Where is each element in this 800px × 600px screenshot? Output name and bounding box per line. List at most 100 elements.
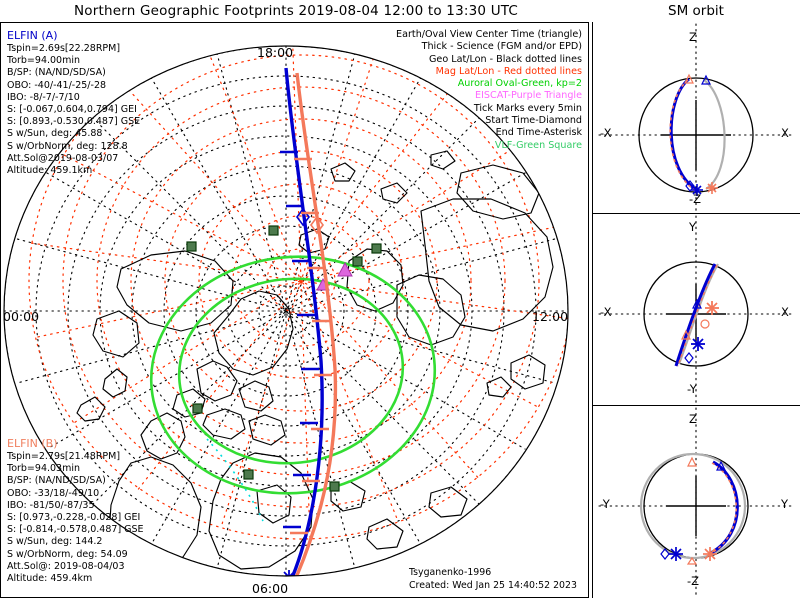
elfin-b-line: S: [-0.814,-0.578,0.487] GSE — [7, 524, 144, 536]
elfin-b-line: Torb=94.03min — [7, 463, 81, 475]
sm-xz-axis-right: X — [781, 126, 789, 140]
auroral-oval-rings — [149, 255, 437, 495]
elfin-a-line: Altitude: 459.1km — [7, 165, 93, 177]
elfin-b-start-diamond — [310, 215, 324, 235]
legend-item-geo-grid: Geo Lat/Lon - Black dotted lines — [428, 53, 582, 65]
elfin-b-line: Att.Sol@: 2019-08-04/03 — [7, 560, 125, 572]
sm-yz-elfin-b-orbit — [707, 462, 737, 556]
sm-xy-axis-right: X — [781, 305, 789, 319]
polar-map-graphic — [3, 45, 569, 577]
sm-xy-elfin-a-orbit — [674, 263, 717, 367]
elfin-a-line: S w/OrbNorm, deg: 128.8 — [7, 140, 128, 152]
sm-orbit-title: SM orbit — [668, 3, 724, 19]
sm-orbit-column: Z -Z -X X — [592, 22, 800, 598]
sm-xz-elfin-a-orbit — [669, 77, 698, 192]
elfin-a-line: IBO: -8/-7/-7/10 — [7, 91, 80, 103]
clock-label-bottom: 06:00 — [252, 581, 289, 596]
elfin-b-line: S w/Sun, deg: 144.2 — [7, 536, 103, 548]
legend-item-auroral-oval: Auroral Oval-Green, kp=2 — [457, 78, 582, 90]
sm-panel-xz[interactable]: Z -Z -X X — [593, 22, 800, 214]
map-footer: Tsyganenko-1996 Created: Wed Jan 25 14:4… — [409, 567, 577, 592]
elfin-a-tick-marks — [280, 150, 319, 529]
sm-xz-axis-top: Z — [689, 30, 697, 44]
footprint-map-panel[interactable]: 18:00 00:00 12:00 06:00 ELFIN (A) Tspin=… — [0, 22, 589, 598]
sm-xy-axis-left: -X — [600, 305, 612, 319]
elfin-b-line: OBO: -33/18/-49/10 — [7, 487, 100, 499]
sm-panel-xy[interactable]: Y -Y -X X — [593, 214, 800, 406]
mag-meridian-lines — [31, 46, 568, 540]
legend-item-start-time: Start Time-Diamond — [485, 115, 582, 127]
sm-xz-end-asterisk-b — [706, 182, 718, 194]
elfin-a-info-panel: ELFIN (A) Tspin=2.69s[22.28RPM] Torb=94.… — [7, 29, 140, 177]
sm-xz-elfin-b-orbit — [669, 79, 697, 192]
elfin-b-track — [289, 72, 338, 576]
field-model-label: Tsyganenko-1996 — [409, 567, 492, 579]
sm-yz-end-asterisk-b — [703, 547, 717, 561]
elfin-b-tick-marks — [290, 157, 332, 535]
sm-yz-axis-bottom: -Z — [687, 574, 700, 588]
legend-item-mag-grid: Mag Lat/Lon - Red dotted lines — [435, 65, 582, 77]
elfin-a-line: Att.Sol@2019-08-03/07 — [7, 152, 119, 164]
elfin-a-start-diamond — [296, 207, 310, 227]
created-timestamp: Created: Wed Jan 25 14:40:52 2023 — [409, 579, 577, 591]
elfin-a-line: S w/Sun, deg: 45.88 — [7, 128, 103, 140]
elfin-b-line: B/SP: (NA/ND/SD/SA) — [7, 475, 106, 487]
sm-xz-start-diamond-a — [685, 180, 695, 192]
legend-item-thick-science: Thick - Science (FGM and/or EPD) — [421, 41, 582, 53]
sm-xz-axis-bottom: -Z — [689, 192, 702, 206]
legend-item-vlf: VLF-Green Square — [494, 139, 582, 151]
sm-xy-axis-top: Y — [689, 220, 697, 234]
elfin-a-line: S: [-0.067,0.604,0.794] GEI — [7, 104, 137, 116]
sm-xy-start-diamond-a — [684, 352, 694, 364]
sm-yz-marker-b — [686, 556, 698, 565]
sm-yz-axis-right: Y — [781, 497, 789, 511]
page-title: Northern Geographic Footprints 2019-08-0… — [73, 3, 519, 19]
map-legend: Earth/Oval View Center Time (triangle) T… — [396, 29, 582, 152]
elfin-a-end-asterisk — [283, 570, 295, 576]
legend-item-tick-marks: Tick Marks every 5min — [473, 102, 582, 114]
sm-yz-elfin-a-orbit — [708, 460, 739, 556]
elfin-b-line: Altitude: 459.4km — [7, 573, 93, 585]
sm-xy-center-triangle-b — [681, 329, 691, 340]
elfin-b-line: Tspin=2.79s[21.48RPM] — [7, 451, 121, 462]
sm-xz-center-triangle-b — [684, 73, 694, 84]
legend-item-end-time: End Time-Asterisk — [495, 127, 582, 139]
clock-label-top: 18:00 — [257, 45, 294, 60]
sm-yz-end-asterisk-a — [669, 547, 683, 561]
sm-xz-axis-left: -X — [600, 126, 612, 140]
sm-yz-center-triangle-a — [716, 460, 726, 471]
vlf-station-markers — [186, 225, 382, 492]
elfin-a-line: OBO: -40/-41/-25/-28 — [7, 79, 107, 91]
elfin-a-line: Torb=94.00min — [7, 55, 81, 67]
elfin-b-line: S: [0.973,-0.228,-0.028] GEI — [7, 512, 141, 524]
legend-item-eiscat: EISCAT-Purple Triangle — [475, 90, 582, 102]
clock-label-right: 12:00 — [532, 309, 569, 324]
elfin-b-line: S w/OrbNorm, deg: 54.09 — [7, 548, 128, 560]
globe-boundary — [3, 45, 569, 577]
sm-xy-marker-b — [700, 319, 710, 329]
elfin-b-line: IBO: -81/50/-87/35 — [7, 499, 95, 511]
sm-xy-elfin-b-orbit — [677, 264, 718, 367]
sm-yz-reference-orbit — [639, 452, 747, 560]
elfin-b-header: ELFIN (B) — [7, 437, 58, 450]
sm-yz-center-triangle-b — [687, 456, 697, 467]
sm-xz-center-triangle-a — [701, 74, 711, 85]
sm-panel-yz[interactable]: Z -Z -Y Y — [593, 406, 800, 598]
sm-yz-axis-top: Z — [689, 412, 697, 426]
elfin-a-header: ELFIN (A) — [7, 29, 58, 42]
elfin-a-line: S: [0.893,-0.530,0.487] GSE — [7, 116, 141, 128]
sm-xz-reference-orbit — [703, 79, 726, 190]
sm-xy-axis-bottom: -Y — [687, 382, 697, 396]
sm-xz-end-asterisk-a — [691, 184, 703, 196]
coastline-outlines — [76, 150, 554, 572]
clock-label-left: 00:00 — [3, 309, 40, 324]
elfin-b-info-panel: ELFIN (B) Tspin=2.79s[21.48RPM] Torb=94.… — [7, 437, 144, 585]
elfin-a-line: Tspin=2.69s[22.28RPM] — [7, 43, 121, 54]
sm-yz-start-diamond-a — [660, 548, 670, 560]
elfin-a-track — [280, 67, 324, 576]
sm-xy-end-asterisk-b — [705, 301, 719, 315]
elfin-a-line: B/SP: (NA/ND/SD/SA) — [7, 67, 106, 79]
sm-xy-center-triangle-a — [692, 298, 702, 309]
legend-item-center-time: Earth/Oval View Center Time (triangle) — [396, 29, 582, 40]
